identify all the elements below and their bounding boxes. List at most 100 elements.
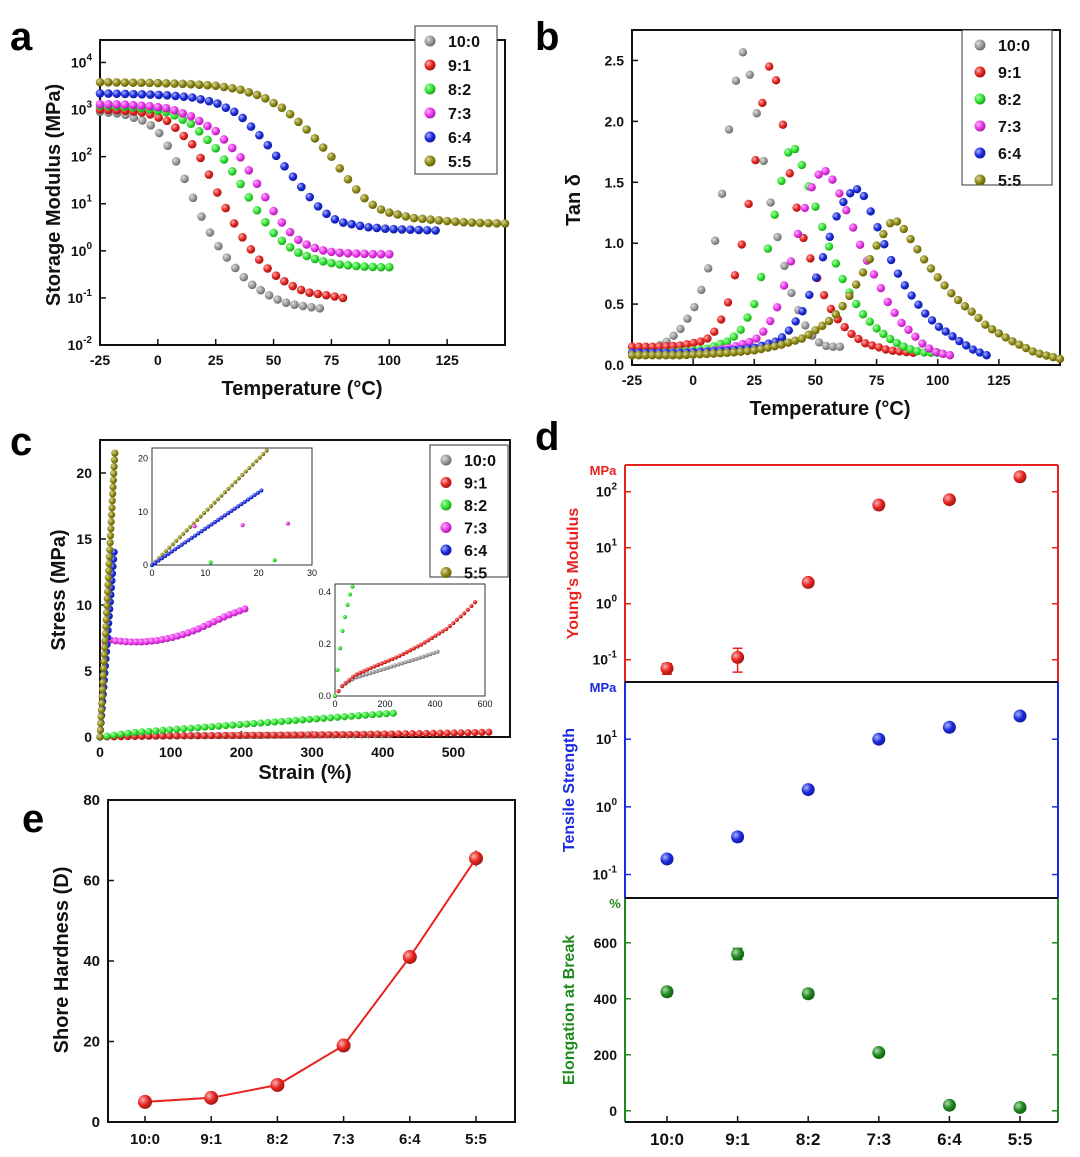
panel-c-point-7-3	[127, 638, 135, 646]
panel-c-point-5-5	[100, 657, 108, 666]
panel-c-point-8-2	[180, 725, 188, 733]
inset1-point-6-4	[206, 524, 211, 529]
panel-a-plot-frame	[99, 39, 506, 346]
inset1-point-6-4	[176, 544, 181, 550]
panel-a-point-8-2	[236, 179, 245, 189]
panel-b-point-5-5	[926, 264, 936, 273]
panel-a-y-tick-label: 102	[71, 147, 93, 165]
panel-c-point-7-3	[137, 638, 145, 646]
panel-b-point-10-0	[710, 236, 720, 245]
legend-marker-c-9-1	[440, 477, 452, 488]
panel-c-point-8-2	[187, 724, 195, 732]
panel-c-point-5-5	[106, 532, 115, 540]
panel-b-y-tick-label: 2.5	[605, 52, 625, 68]
panel-c-point-7-3	[132, 638, 140, 646]
panel-c-point-9-1	[318, 731, 326, 739]
panel-a-point-5-5	[484, 218, 493, 228]
panel-e-point-5-5	[469, 851, 483, 866]
panel-b-point-5-5	[648, 351, 657, 360]
panel-c-y-axis-label: Stress (MPa)	[48, 529, 70, 650]
panel-a-point-5-5	[475, 218, 485, 228]
panel-c-point-9-1	[179, 732, 187, 740]
legend-marker-c-5-5	[440, 567, 452, 578]
panel-e-line	[144, 857, 477, 1103]
panel-a-point-5-5	[120, 78, 130, 87]
panel-a-point-10-0	[264, 290, 274, 300]
panel-a-point-10-0	[197, 212, 206, 221]
panel-c-y-tick-label: 15	[76, 531, 92, 547]
panel-b-point-8-2	[851, 299, 861, 309]
inset2-point-9-1	[411, 646, 417, 651]
panel-b-point-9-1	[792, 203, 801, 212]
panel-a-point-7-3	[294, 235, 303, 245]
panel-b-point-6-4	[846, 189, 855, 198]
panel-c-point-9-1	[263, 731, 271, 739]
inset2-point-9-1	[386, 658, 391, 663]
inset2-point-9-1	[404, 649, 409, 655]
panel-a-point-10-0	[273, 295, 282, 304]
panel-b-point-10-0	[773, 232, 782, 242]
panel-c-point-8-2	[138, 728, 146, 736]
panel-b-point-7-3	[897, 318, 906, 328]
panel-a-point-6-4	[104, 89, 113, 98]
panel-b-point-9-1	[723, 298, 733, 307]
panel-a-point-5-5	[194, 80, 204, 89]
panel-c-point-8-2	[159, 726, 167, 734]
panel-a-point-10-0	[205, 228, 215, 237]
panel-c-point-5-5	[96, 726, 104, 734]
panel-a-point-5-5	[236, 85, 245, 95]
inset2-point-9-1	[454, 617, 460, 622]
panel-b-point-9-1	[744, 199, 753, 209]
panel-a-y-tick-label: 104	[71, 52, 93, 70]
panel-b-point-6-4	[907, 291, 916, 300]
panel-a-point-6-4	[213, 99, 222, 108]
inset1-point-6-4	[163, 553, 168, 559]
panel-b-point-5-5	[960, 302, 970, 311]
panel-c-point-9-1	[186, 732, 194, 740]
legend-label-c-7-3: 7:3	[464, 521, 487, 538]
panel-b-point-6-4	[961, 341, 971, 350]
panel-b-point-9-1	[888, 346, 897, 355]
panel-c-x-tick-label: 100	[159, 744, 183, 760]
panel-a-storage-modulus-chart: a 104 103 102 101 100 10-1 10-2 -25 0 25 50 75 100 1…	[10, 15, 510, 400]
panel-a-point-5-5	[442, 216, 452, 226]
inset1-point-7-3	[240, 523, 245, 528]
panel-a-point-10-0	[188, 193, 198, 203]
panel-c-point-9-1	[346, 730, 354, 739]
panel-e-point-8-2	[270, 1077, 285, 1092]
panel-b-point-6-4	[934, 322, 944, 332]
panel-a-point-8-2	[285, 243, 295, 252]
panel-a-point-5-5	[112, 78, 121, 87]
panel-b-x-tick-label: 0	[689, 372, 697, 388]
panel-c-point-8-2	[229, 721, 237, 729]
panel-a-point-5-5	[145, 78, 154, 88]
panel-a-y-tick-label: 103	[71, 100, 93, 118]
panel-c-point-9-1	[207, 731, 215, 740]
panel-d-x-tick-label: 9:1	[725, 1130, 750, 1149]
inset2-point-9-1	[383, 659, 388, 665]
inset1-point-6-4	[252, 492, 257, 498]
panel-b-point-5-5	[851, 280, 861, 289]
panel-a-point-5-5	[310, 134, 320, 143]
panel-e-point-7-3	[336, 1038, 351, 1053]
panel-c-point-8-2	[305, 715, 314, 723]
panel-c-inset-soft-samples: 0 200 400 600 0.0 0.2 0.4	[318, 583, 493, 709]
panel-d-subplot-tensile-strength: 101 100 10-1 MPa Tensile Strength	[561, 680, 1059, 898]
panel-e-x-tick-label: 6:4	[399, 1131, 421, 1148]
panel-b-point-5-5	[824, 316, 834, 326]
inset2-point-9-1	[465, 607, 470, 612]
panel-a-x-tick-label: 125	[435, 352, 459, 368]
panel-b-point-10-0	[717, 189, 727, 198]
panel-a-point-5-5	[153, 78, 163, 88]
inset1-point-6-4	[202, 526, 208, 532]
inset1-point-7-3	[285, 521, 291, 526]
panel-a-point-7-3	[103, 100, 113, 109]
panel-b-point-5-5	[994, 329, 1004, 338]
panel-c-point-8-2	[368, 711, 377, 719]
panel-a-point-6-4	[246, 122, 256, 131]
panel-b-point-6-4	[927, 316, 937, 325]
panel-b-point-10-0	[745, 70, 754, 79]
inset2-point-9-1	[462, 611, 467, 616]
panel-d-point-6-4	[942, 720, 956, 734]
panel-c-point-9-1	[471, 728, 479, 737]
